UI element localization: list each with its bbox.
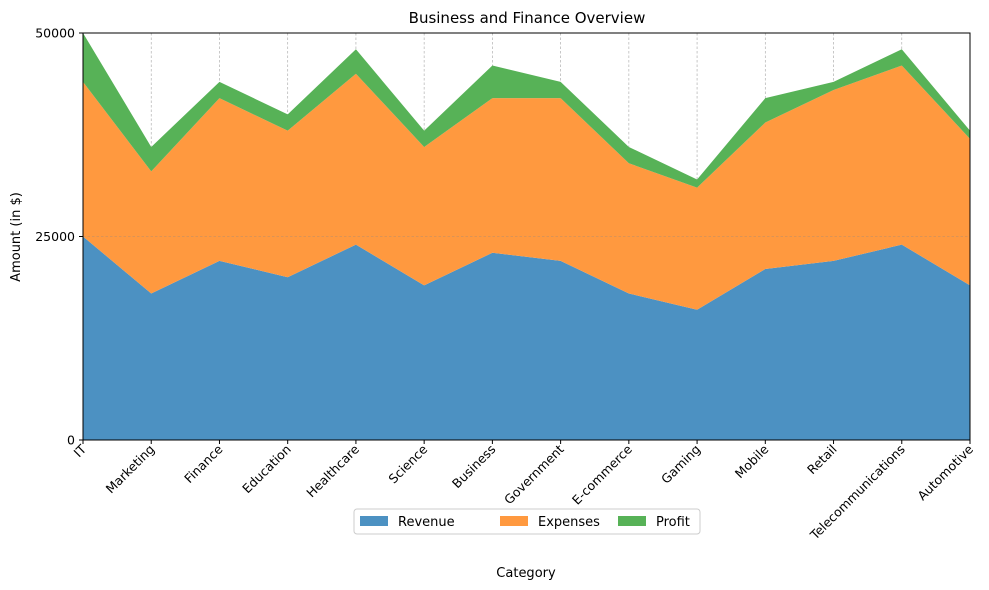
legend-swatch-expenses <box>500 516 528 526</box>
chart-title: Business and Finance Overview <box>409 9 646 27</box>
x-tick-label: Government <box>501 441 567 507</box>
x-tick-label: Gaming <box>658 442 703 487</box>
legend-label-revenue: Revenue <box>398 515 455 530</box>
x-tick-label: Science <box>385 441 430 486</box>
stacked-areas <box>83 33 970 440</box>
y-tick-label: 0 <box>67 433 75 448</box>
area-expenses <box>83 65 970 310</box>
legend-label-expenses: Expenses <box>538 515 600 530</box>
x-tick-label: Healthcare <box>303 441 362 500</box>
area-profit <box>83 33 970 188</box>
x-tick-label: Marketing <box>103 442 158 497</box>
area-revenue <box>83 236 970 440</box>
x-tick-label: Finance <box>181 441 226 486</box>
x-tick-label: Mobile <box>732 441 772 481</box>
y-tick-label: 25000 <box>35 229 75 244</box>
legend-label-profit: Profit <box>656 515 690 530</box>
x-tick-label: Retail <box>804 442 840 478</box>
legend-swatch-revenue <box>360 516 388 526</box>
legend: Revenue Expenses Profit <box>353 508 701 535</box>
legend-swatch-profit <box>618 516 646 526</box>
x-axis-label: Category <box>496 566 556 581</box>
y-axis-ticks: 0 25000 50000 <box>35 26 83 448</box>
y-tick-label: 50000 <box>35 26 75 41</box>
x-tick-label: Automotive <box>914 441 976 503</box>
x-tick-label: E-commerce <box>569 441 635 507</box>
x-tick-label: Education <box>239 442 294 497</box>
y-axis-label: Amount (in $) <box>9 192 24 282</box>
x-tick-label: Business <box>449 442 499 492</box>
